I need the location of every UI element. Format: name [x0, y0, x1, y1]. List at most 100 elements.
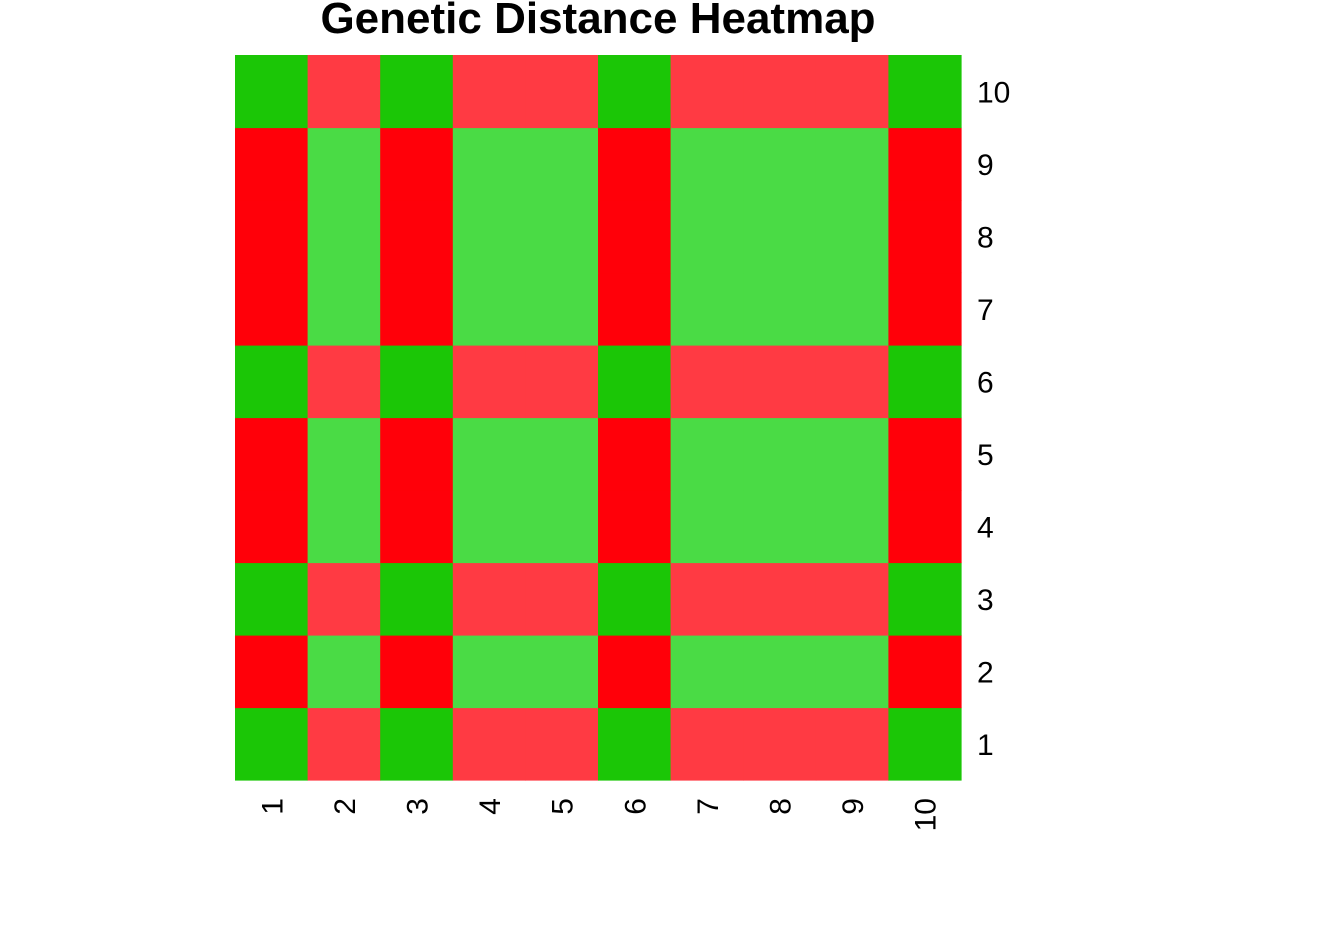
heatmap-cell-r7-c1 [235, 272, 309, 346]
heatmap-cell-r6-c4 [452, 345, 526, 419]
heatmap-cell-r9-c2 [307, 127, 381, 201]
heatmap-cell-r4-c8 [743, 490, 817, 564]
heatmap-cell-r9-c7 [670, 127, 744, 201]
heatmap-cell-r2-c9 [815, 635, 889, 709]
heatmap-cell-r9-c4 [452, 127, 526, 201]
x-tick-label: 3 [402, 798, 435, 815]
heatmap-cell-r7-c8 [743, 272, 817, 346]
heatmap-cell-r3-c6 [598, 562, 672, 636]
heatmap-cell-r6-c9 [815, 345, 889, 419]
heatmap-cell-r4-c1 [235, 490, 309, 564]
heatmap-cell-r6-c10 [888, 345, 962, 419]
heatmap-cell-r6-c2 [307, 345, 381, 419]
heatmap-cell-r7-c3 [380, 272, 454, 346]
heatmap-cell-r2-c6 [598, 635, 672, 709]
heatmap-cell-r7-c9 [815, 272, 889, 346]
heatmap-cell-r4-c10 [888, 490, 962, 564]
heatmap-cell-r3-c10 [888, 562, 962, 636]
heatmap-cell-r5-c1 [235, 417, 309, 491]
heatmap-cell-r2-c3 [380, 635, 454, 709]
heatmap-cell-r4-c3 [380, 490, 454, 564]
heatmap-cell-r4-c2 [307, 490, 381, 564]
heatmap-cell-r6-c3 [380, 345, 454, 419]
heatmap-cell-r8-c1 [235, 200, 309, 274]
heatmap-cell-r8-c6 [598, 200, 672, 274]
heatmap-cell-r7-c4 [452, 272, 526, 346]
heatmap-cell-r5-c4 [452, 417, 526, 491]
heatmap-cell-r5-c10 [888, 417, 962, 491]
heatmap-cell-r2-c10 [888, 635, 962, 709]
heatmap-cell-r7-c7 [670, 272, 744, 346]
heatmap-cell-r3-c2 [307, 562, 381, 636]
heatmap-cell-r5-c5 [525, 417, 599, 491]
y-tick-label: 10 [977, 76, 1010, 109]
heatmap-cell-r3-c4 [452, 562, 526, 636]
heatmap-cell-r8-c8 [743, 200, 817, 274]
heatmap-cell-r2-c1 [235, 635, 309, 709]
heatmap-cell-r10-c10 [888, 55, 962, 129]
heatmap-cell-r9-c8 [743, 127, 817, 201]
heatmap-cell-r7-c2 [307, 272, 381, 346]
heatmap-cell-r1-c10 [888, 707, 962, 781]
y-tick-label: 6 [977, 366, 994, 399]
heatmap-cell-r1-c5 [525, 707, 599, 781]
heatmap-cell-r10-c7 [670, 55, 744, 129]
heatmap-cell-r4-c5 [525, 490, 599, 564]
y-tick-label: 4 [977, 511, 994, 544]
heatmap-cell-r7-c10 [888, 272, 962, 346]
heatmap-cell-r10-c3 [380, 55, 454, 129]
heatmap-cell-r1-c3 [380, 707, 454, 781]
heatmap-cell-r5-c9 [815, 417, 889, 491]
heatmap-cell-r6-c1 [235, 345, 309, 419]
heatmap-cell-r10-c9 [815, 55, 889, 129]
heatmap-cell-r4-c7 [670, 490, 744, 564]
x-tick-label: 6 [619, 798, 652, 815]
heatmap-cell-r8-c10 [888, 200, 962, 274]
heatmap-cell-r3-c7 [670, 562, 744, 636]
heatmap-cell-r5-c7 [670, 417, 744, 491]
heatmap-cell-r1-c6 [598, 707, 672, 781]
heatmap-cell-r10-c1 [235, 55, 309, 129]
heatmap-cell-r6-c5 [525, 345, 599, 419]
x-tick-label: 10 [910, 798, 943, 831]
heatmap-cell-r1-c2 [307, 707, 381, 781]
heatmap-cells [235, 55, 962, 781]
heatmap-cell-r1-c9 [815, 707, 889, 781]
y-tick-label: 1 [977, 729, 994, 762]
heatmap-cell-r9-c1 [235, 127, 309, 201]
y-tick-label: 5 [977, 439, 994, 472]
heatmap-cell-r2-c5 [525, 635, 599, 709]
x-tick-label: 5 [547, 798, 580, 815]
heatmap-cell-r5-c6 [598, 417, 672, 491]
y-tick-label: 3 [977, 584, 994, 617]
heatmap-cell-r8-c7 [670, 200, 744, 274]
heatmap-cell-r9-c5 [525, 127, 599, 201]
heatmap-cell-r7-c6 [598, 272, 672, 346]
heatmap-cell-r8-c5 [525, 200, 599, 274]
heatmap-cell-r2-c2 [307, 635, 381, 709]
heatmap-cell-r3-c8 [743, 562, 817, 636]
heatmap-cell-r6-c8 [743, 345, 817, 419]
heatmap-cell-r7-c5 [525, 272, 599, 346]
heatmap-cell-r10-c8 [743, 55, 817, 129]
heatmap-cell-r8-c3 [380, 200, 454, 274]
heatmap-cell-r8-c9 [815, 200, 889, 274]
heatmap-cell-r10-c2 [307, 55, 381, 129]
heatmap-cell-r8-c4 [452, 200, 526, 274]
heatmap-cell-r3-c3 [380, 562, 454, 636]
heatmap-cell-r4-c4 [452, 490, 526, 564]
x-tick-label: 9 [837, 798, 870, 815]
heatmap-cell-r10-c6 [598, 55, 672, 129]
heatmap-cell-r1-c1 [235, 707, 309, 781]
x-tick-label: 2 [329, 798, 362, 815]
y-tick-label: 2 [977, 656, 994, 689]
x-tick-label: 8 [765, 798, 798, 815]
heatmap-cell-r6-c6 [598, 345, 672, 419]
heatmap-cell-r1-c4 [452, 707, 526, 781]
heatmap-cell-r5-c2 [307, 417, 381, 491]
y-tick-label: 9 [977, 149, 994, 182]
heatmap-cell-r4-c6 [598, 490, 672, 564]
heatmap-cell-r1-c8 [743, 707, 817, 781]
x-tick-labels: 1 2 3 4 5 6 7 8 9 10 [256, 798, 942, 831]
